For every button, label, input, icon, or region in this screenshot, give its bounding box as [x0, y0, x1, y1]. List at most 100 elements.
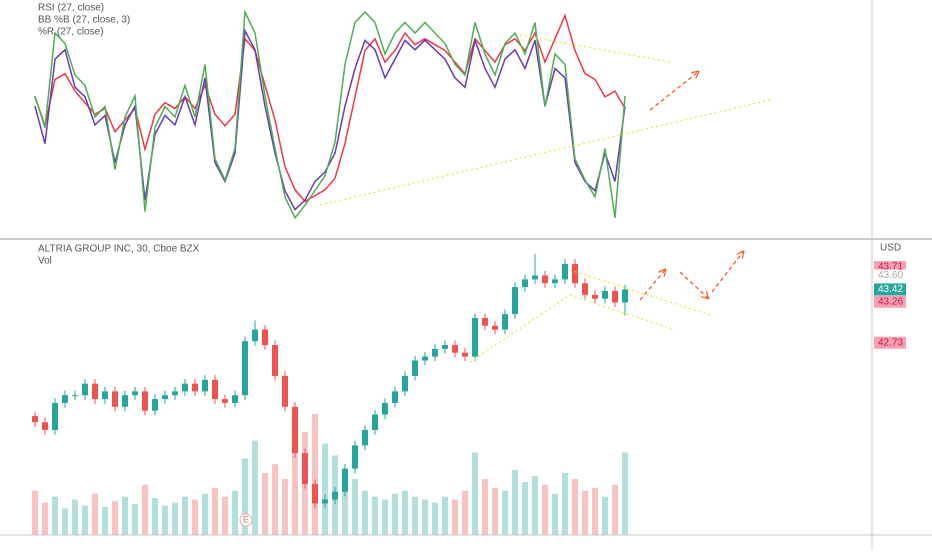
volume-bar: [452, 499, 458, 535]
volume-bar: [192, 499, 198, 535]
candle-body: [552, 279, 558, 284]
candle-body: [102, 391, 108, 400]
volume-bar: [492, 487, 498, 535]
candle-body: [412, 360, 418, 376]
volume-bar: [72, 499, 78, 535]
candle-body: [32, 416, 38, 423]
trend-line: [569, 294, 676, 331]
volume-bar: [242, 458, 248, 535]
candle-body: [522, 279, 528, 288]
volume-bar: [92, 493, 98, 535]
legend-bb: BB %B (27, close, 3): [38, 15, 130, 26]
candle-body: [542, 275, 548, 284]
candle-body: [472, 317, 478, 357]
candle-body: [512, 287, 518, 315]
volume-bar: [402, 490, 408, 535]
candle-body: [212, 379, 218, 400]
volume-bar: [52, 496, 58, 535]
price-title: ALTRIA GROUP INC, 30, Cboe BZX: [38, 244, 200, 255]
candle-body: [532, 275, 538, 280]
volume-bar: [602, 496, 608, 535]
earnings-icon: [239, 513, 253, 527]
legend-rsi: RSI (27, close): [38, 3, 104, 14]
candle-body: [462, 352, 468, 357]
volume-bar: [542, 484, 548, 535]
volume-bar: [522, 481, 528, 535]
candle-body: [262, 329, 268, 346]
volume-bar: [102, 506, 108, 535]
price-line-label: 42.73: [878, 337, 903, 348]
candle-body: [302, 453, 308, 485]
volume-bar: [562, 473, 568, 535]
volume-bar: [612, 484, 618, 535]
candle-body: [162, 395, 168, 400]
candle-body: [82, 383, 88, 396]
volume-bar: [442, 496, 448, 535]
volume-bar: [222, 496, 228, 535]
candle-body: [92, 383, 98, 400]
candle-body: [42, 422, 48, 430]
candle-body: [372, 414, 378, 430]
candle-body: [352, 445, 358, 469]
volume-bar: [482, 478, 488, 535]
volume-bar: [252, 440, 258, 535]
volume-bar: [322, 443, 328, 535]
candle-body: [152, 399, 158, 411]
candle-body: [492, 325, 498, 330]
volume-bar: [352, 478, 358, 535]
candle-body: [382, 402, 388, 415]
volume-bar: [422, 499, 428, 535]
candle-body: [392, 391, 398, 403]
volume-bar: [62, 508, 68, 535]
candle-body: [182, 383, 188, 392]
volume-bar: [172, 502, 178, 535]
volume-bar: [122, 496, 128, 535]
arrow: [649, 72, 698, 111]
labels: 43.71 43.26 42.73 43.60 43.42 E: [239, 261, 906, 527]
candle-body: [62, 395, 68, 403]
candle-body: [72, 395, 78, 397]
volume-bar: [502, 490, 508, 535]
candle-body: [612, 290, 618, 303]
high-marker-label: 43.60: [878, 270, 903, 281]
arrow: [679, 271, 708, 298]
volume-bar: [232, 490, 238, 535]
candle-body: [502, 314, 508, 330]
volume-bar: [82, 505, 88, 535]
candle-body: [312, 484, 318, 504]
candle-body: [342, 468, 348, 492]
volume-bar: [152, 498, 158, 535]
earnings-label: E: [243, 514, 249, 524]
candle-body: [272, 345, 278, 376]
volume-bar: [512, 470, 518, 535]
volume-bar: [212, 487, 218, 535]
volume-bar: [162, 505, 168, 535]
volume-bar: [272, 464, 278, 535]
volume-bar: [292, 452, 298, 535]
candle-body: [222, 399, 228, 403]
volume-bar: [362, 490, 368, 535]
volume-bar: [202, 493, 208, 535]
volume-bar: [312, 414, 318, 535]
volume-bar: [132, 504, 138, 535]
series-line: [34, 28, 626, 211]
volume-bar: [372, 496, 378, 535]
drawings: [319, 34, 771, 363]
price-box: [874, 336, 906, 349]
volume-bar: [392, 493, 398, 535]
candle-body: [602, 290, 608, 299]
candle-body: [572, 263, 578, 284]
volume-bar: [142, 484, 148, 535]
volume-bar: [582, 490, 588, 535]
volume-bar: [592, 487, 598, 535]
volume-bar: [112, 501, 118, 535]
volume-bar: [182, 496, 188, 535]
trend-line: [469, 294, 571, 363]
candle-body: [482, 317, 488, 326]
currency: USD: [880, 243, 901, 254]
candle-body: [142, 391, 148, 411]
candle-body: [592, 294, 598, 299]
candle-body: [432, 348, 438, 357]
candle-body: [402, 375, 408, 392]
